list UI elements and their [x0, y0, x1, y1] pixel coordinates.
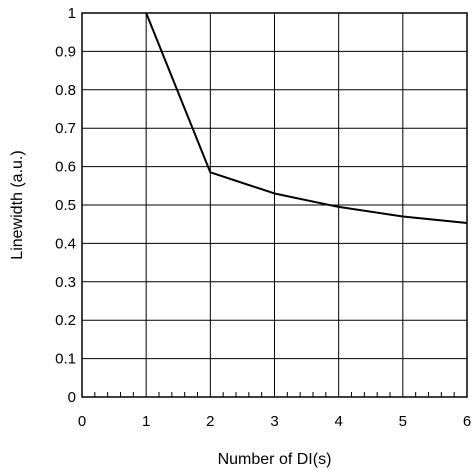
y-tick-label-1: 0.1: [55, 351, 76, 368]
y-tick-labels: 0 0.1 0.2 0.3 0.4 0.5 0.6 0.7 0.8 0.9 1: [55, 5, 76, 406]
x-axis-label: Number of DI(s): [218, 451, 332, 468]
grid-lines: [81, 12, 468, 398]
x-tick-labels: 0 1 2 3 4 5 6: [78, 413, 471, 430]
x-tick-label-3: 3: [270, 413, 278, 430]
y-tick-label-10: 1: [68, 5, 76, 22]
x-tick-label-2: 2: [206, 413, 214, 430]
y-tick-label-4: 0.4: [55, 235, 76, 252]
y-tick-label-3: 0.3: [55, 274, 76, 291]
y-axis-label: Linewidth (a.u.): [9, 150, 26, 259]
x-tick-label-5: 5: [399, 413, 407, 430]
y-tick-label-7: 0.7: [55, 120, 76, 137]
series-layer: [145, 12, 468, 225]
x-tick-label-1: 1: [142, 413, 150, 430]
x-tick-label-4: 4: [334, 413, 342, 430]
y-tick-label-2: 0.2: [55, 312, 76, 329]
plot-area-frame: [81, 12, 468, 398]
y-tick-label-6: 0.6: [55, 159, 76, 176]
x-tick-label-6: 6: [463, 413, 471, 430]
y-tick-label-9: 0.9: [55, 43, 76, 60]
x-tick-label-0: 0: [78, 413, 86, 430]
y-tick-label-0: 0: [68, 389, 76, 406]
y-tick-label-8: 0.8: [55, 82, 76, 99]
series-line-0: [145, 12, 468, 225]
y-tick-label-5: 0.5: [55, 197, 76, 214]
x-minor-ticks: [94, 392, 455, 397]
